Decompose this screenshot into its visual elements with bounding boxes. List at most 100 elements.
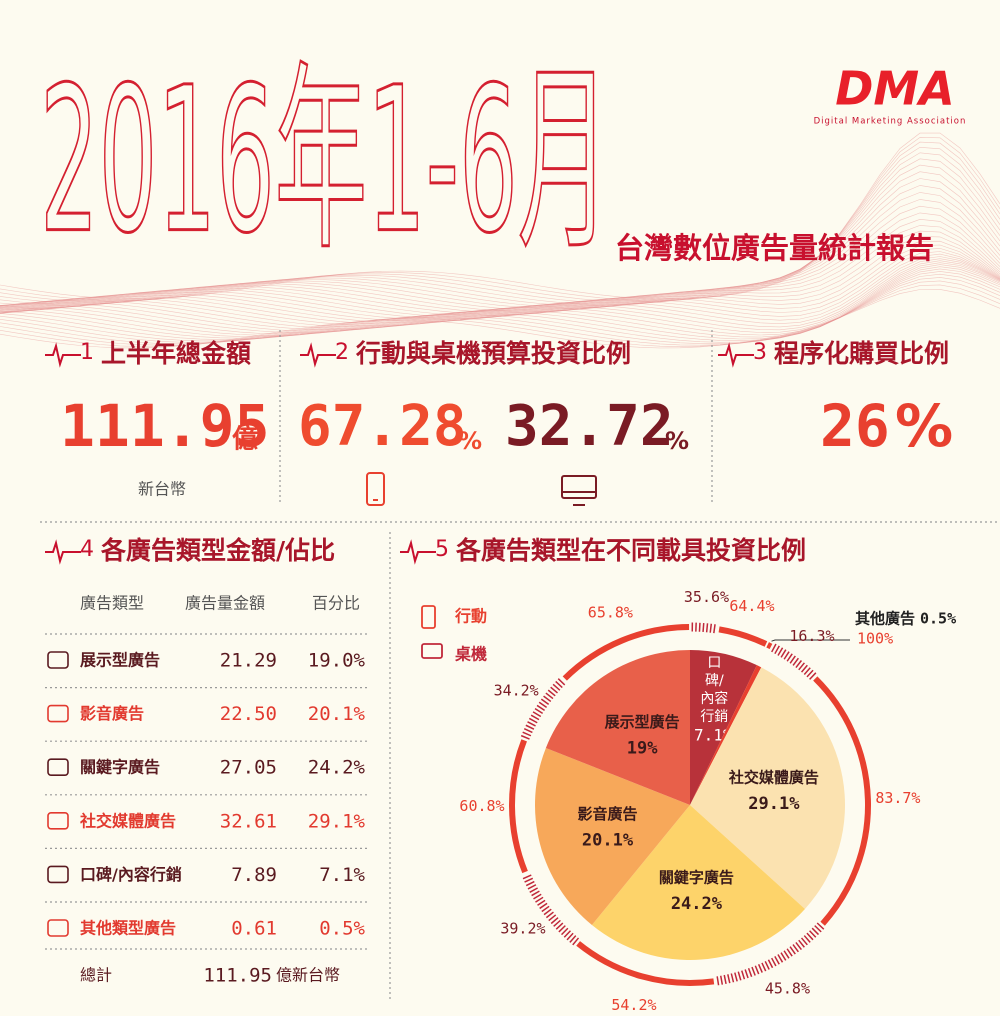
legend-label: 桌機: [455, 645, 487, 664]
pulse-icon: [300, 342, 336, 368]
wave-line: [0, 212, 1000, 318]
wave-line: [0, 244, 1000, 326]
wave-line: [0, 273, 1000, 343]
row-icon: [47, 651, 69, 669]
legend-label: 行動: [454, 607, 487, 626]
pie-slice: [534, 747, 690, 926]
pie-slice: [690, 650, 757, 805]
total-amount: 111.95: [203, 965, 272, 987]
wave-line: [0, 262, 1000, 336]
wave-line: [0, 260, 1000, 335]
wave-line: [0, 164, 1000, 308]
section-title: 各廣告類型在不同載具投資比例: [455, 536, 806, 565]
desktop-arc: [771, 643, 817, 681]
percent: 19.0%: [308, 650, 366, 672]
desktop-label: 45.8%: [765, 979, 810, 997]
pie-slice: [690, 667, 845, 909]
wave-line: [0, 137, 1000, 301]
value-label: 24.2%: [671, 894, 723, 914]
value-label: 0.5%: [920, 610, 956, 628]
pie-slice: [545, 650, 690, 805]
wave-line: [0, 158, 1000, 307]
mobile-label: 83.7%: [875, 789, 920, 807]
wave-line: [0, 236, 1000, 324]
phone-icon: [366, 472, 385, 506]
mobile-label: 54.2%: [611, 996, 656, 1014]
wave-line: [0, 289, 1000, 349]
type-name: 影音廣告: [80, 704, 144, 723]
wave-line: [0, 248, 1000, 328]
category-label: 口碑/內容行銷: [700, 655, 729, 725]
mobile-label: 60.8%: [459, 797, 504, 815]
type-name: 關鍵字廣告: [80, 758, 160, 777]
section-title: 行動與桌機預算投資比例: [355, 339, 631, 368]
mobile-label: 65.8%: [588, 603, 633, 621]
desktop-arc: [691, 622, 718, 634]
wave-line: [0, 225, 1000, 321]
mobile-value: 67.28: [298, 394, 467, 459]
mobile-label: 100%: [857, 630, 893, 648]
wave-line: [0, 256, 1000, 332]
desktop-label: 16.3%: [789, 627, 834, 645]
category-label: 關鍵字廣告: [659, 869, 734, 887]
row-icon: [47, 811, 69, 830]
pulse-icon: [45, 539, 81, 565]
value-label: 29.1%: [748, 794, 800, 814]
wave-line: [0, 199, 1000, 315]
section-title: 各廣告類型金額/佔比: [100, 536, 335, 565]
wave-line: [0, 280, 1000, 346]
wave-line: [0, 258, 1000, 333]
mobile-arc: [576, 941, 715, 986]
subtitle: 台灣數位廣告量統計報告: [615, 231, 934, 265]
row-icon: [47, 704, 69, 723]
section-number: 3: [753, 340, 767, 365]
mobile-arc: [766, 642, 773, 650]
main-title: 2016年1-6月: [40, 45, 610, 278]
desktop-value: 32.72: [505, 394, 674, 459]
desktop-arc: [521, 872, 580, 946]
value-label: 19%: [627, 738, 658, 758]
row-icon: [47, 758, 69, 777]
wave-line: [0, 240, 1000, 325]
type-name: 口碑/內容行銷: [80, 865, 182, 884]
amount: 21.29: [220, 650, 277, 672]
wave-line: [0, 268, 1000, 340]
wave-line: [0, 192, 1000, 314]
section-title: 程序化購買比例: [774, 339, 949, 368]
leader-line: [771, 639, 850, 642]
mobile-arc: [562, 624, 690, 681]
wave-line: [0, 218, 1000, 319]
section-number: 1: [80, 340, 94, 365]
percent: 24.2%: [308, 757, 366, 779]
logo: DMA: [835, 62, 955, 116]
mobile-label: 64.4%: [729, 597, 774, 615]
pie-slice: [690, 665, 762, 805]
percent: 7.1%: [319, 864, 365, 886]
row-icon: [47, 865, 69, 884]
type-name: 其他類型廣告: [80, 919, 176, 938]
desktop-label: 35.6%: [684, 588, 729, 606]
amount: 7.89: [231, 864, 277, 886]
legend-icon: [421, 605, 436, 629]
type-name: 展示型廣告: [80, 651, 160, 670]
value-label: 20.1%: [582, 830, 634, 850]
wave-line: [0, 185, 1000, 312]
wave-line: [0, 141, 1000, 303]
row-icon: [47, 919, 69, 937]
section-title: 上半年總金額: [101, 339, 251, 368]
category-label: 社交媒體廣告: [728, 768, 819, 786]
total-label: 總計: [80, 966, 112, 985]
type-name: 社交媒體廣告: [79, 811, 176, 830]
table-header: 廣告類型: [80, 594, 144, 613]
section-number: 5: [435, 537, 449, 562]
table-header: 廣告量金額: [185, 594, 265, 613]
note: 新台幣: [138, 480, 186, 499]
amount: 27.05: [220, 757, 277, 779]
wave-line: [0, 205, 1000, 317]
total-value: 111.95: [60, 392, 270, 460]
wave-line: [0, 266, 1000, 339]
wave-line: [0, 171, 1000, 310]
wave-line: [0, 152, 1000, 305]
